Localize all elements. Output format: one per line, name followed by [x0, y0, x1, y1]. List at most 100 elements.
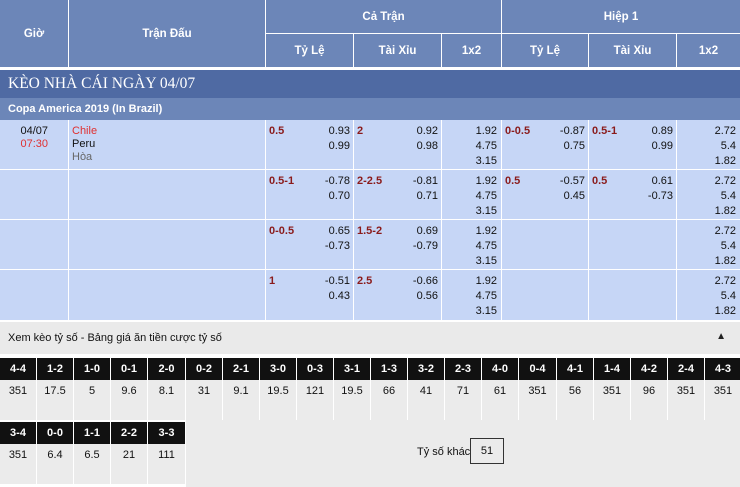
- ft-overunder-odds-home[interactable]: 0.69: [416, 225, 438, 237]
- match-time-cell: 04/07 07:30: [0, 120, 68, 169]
- ft-handicap-line: 1: [269, 275, 276, 287]
- score-odds[interactable]: 56: [557, 380, 593, 420]
- ft-1x2-home-odds[interactable]: 1.92: [475, 275, 497, 287]
- away-team[interactable]: Peru: [72, 138, 96, 150]
- score-odds[interactable]: 71: [445, 380, 481, 420]
- score-odds[interactable]: 111: [148, 444, 185, 484]
- score-odds[interactable]: 351: [0, 380, 36, 420]
- score-label: 4-3: [705, 358, 740, 380]
- h1-1x2-draw-odds[interactable]: 5.4: [720, 290, 736, 302]
- ft-1x2-home-odds[interactable]: 1.92: [475, 125, 497, 137]
- score-label: 1-3: [371, 358, 407, 380]
- score-odds[interactable]: 19.5: [260, 380, 296, 420]
- score-odds[interactable]: 21: [111, 444, 147, 484]
- ft-overunder-odds-home[interactable]: -0.66: [412, 275, 438, 287]
- score-odds[interactable]: 5: [74, 380, 110, 420]
- ft-overunder-odds-home[interactable]: -0.81: [412, 175, 438, 187]
- h1-handicap-odds-home[interactable]: -0.87: [559, 125, 585, 137]
- ft-1x2-draw-odds[interactable]: 4.75: [475, 240, 497, 252]
- score-odds[interactable]: 6.4: [37, 444, 73, 484]
- correct-score-bar[interactable]: Xem kèo tỷ số - Bảng giá ăn tiền cược tỷ…: [0, 322, 740, 354]
- h1-handicap-odds-away[interactable]: 0.45: [563, 190, 585, 202]
- ft-handicap-odds-away[interactable]: 0.70: [328, 190, 350, 202]
- ft-1x2-away-odds[interactable]: 3.15: [475, 305, 497, 317]
- score-odds[interactable]: 66: [371, 380, 407, 420]
- h1-1x2-away-odds[interactable]: 1.82: [714, 255, 736, 267]
- score-odds[interactable]: 121: [297, 380, 333, 420]
- ft-1x2-away-odds[interactable]: 3.15: [475, 155, 497, 167]
- score-odds[interactable]: 9.6: [111, 380, 147, 420]
- h1-1x2-home-odds[interactable]: 2.72: [714, 225, 736, 237]
- h1-handicap-odds-away[interactable]: 0.75: [563, 140, 585, 152]
- ft-overunder-cell: 2.5 -0.66 0.56: [354, 270, 441, 320]
- h1-1x2-draw-odds[interactable]: 5.4: [720, 240, 736, 252]
- score-odds[interactable]: 6.5: [74, 444, 110, 484]
- score-odds[interactable]: 351: [594, 380, 630, 420]
- score-odds[interactable]: 19.5: [334, 380, 370, 420]
- score-odds[interactable]: 41: [408, 380, 444, 420]
- score-odds[interactable]: 351: [519, 380, 556, 420]
- score-label: 3-4: [0, 422, 36, 444]
- ft-1x2-away-odds[interactable]: 3.15: [475, 205, 497, 217]
- ft-handicap-odds-home[interactable]: 0.93: [328, 125, 350, 137]
- h1-1x2-home-odds[interactable]: 2.72: [714, 175, 736, 187]
- h1-overunder-odds-away[interactable]: 0.99: [651, 140, 673, 152]
- ft-1x2-cell: 1.92 4.75 3.15: [442, 170, 501, 219]
- ft-handicap-cell: 0-0.5 0.65 -0.73: [266, 220, 353, 269]
- h1-overunder-odds-away[interactable]: -0.73: [647, 190, 673, 202]
- other-score-value[interactable]: 51: [470, 438, 504, 464]
- h1-1x2-away-odds[interactable]: 1.82: [714, 205, 736, 217]
- h1-1x2-away-odds[interactable]: 1.82: [714, 155, 736, 167]
- ft-handicap-line: 0-0.5: [269, 225, 295, 237]
- ft-overunder-odds-home[interactable]: 0.92: [416, 125, 438, 137]
- caret-up-icon[interactable]: ▲: [716, 331, 726, 342]
- empty-time-cell: [0, 270, 68, 320]
- score-label: 3-1: [334, 358, 370, 380]
- score-odds[interactable]: 351: [668, 380, 704, 420]
- h1-1x2-cell: 2.72 5.4 1.82: [677, 270, 740, 320]
- ft-overunder-odds-away[interactable]: 0.98: [416, 140, 438, 152]
- h1-overunder-odds-home[interactable]: 0.89: [651, 125, 673, 137]
- ft-handicap-odds-home[interactable]: -0.78: [324, 175, 350, 187]
- ft-handicap-odds-away[interactable]: 0.43: [328, 290, 350, 302]
- ft-handicap-odds-home[interactable]: -0.51: [324, 275, 350, 287]
- ft-handicap-odds-away[interactable]: 0.99: [328, 140, 350, 152]
- ft-1x2-draw-odds[interactable]: 4.75: [475, 290, 497, 302]
- ft-handicap-odds-home[interactable]: 0.65: [328, 225, 350, 237]
- ft-overunder-odds-away[interactable]: 0.56: [416, 290, 438, 302]
- ft-overunder-odds-away[interactable]: 0.71: [416, 190, 438, 202]
- score-odds[interactable]: 31: [186, 380, 222, 420]
- score-odds[interactable]: 17.5: [37, 380, 73, 420]
- h1-1x2-draw-odds[interactable]: 5.4: [720, 190, 736, 202]
- ft-1x2-draw-odds[interactable]: 4.75: [475, 140, 497, 152]
- h1-overunder-odds-home[interactable]: 0.61: [651, 175, 673, 187]
- ft-1x2-away-odds[interactable]: 3.15: [475, 255, 497, 267]
- score-odds[interactable]: 8.1: [148, 380, 185, 420]
- h1-overunder-line: 0.5-1: [592, 125, 618, 137]
- score-odds[interactable]: 351: [705, 380, 740, 420]
- score-label: 4-0: [482, 358, 518, 380]
- header-first-half: Hiệp 1: [502, 0, 740, 34]
- home-team[interactable]: Chile: [72, 125, 98, 137]
- ft-1x2-cell: 1.92 4.75 3.15: [442, 270, 501, 320]
- h1-overunder-cell: [589, 270, 676, 320]
- ft-1x2-home-odds[interactable]: 1.92: [475, 225, 497, 237]
- score-odds[interactable]: 351: [0, 444, 36, 484]
- h1-handicap-odds-home[interactable]: -0.57: [559, 175, 585, 187]
- ft-1x2-home-odds[interactable]: 1.92: [475, 175, 497, 187]
- empty-teams-cell: [69, 220, 265, 269]
- score-label: 3-3: [148, 422, 185, 444]
- ft-1x2-draw-odds[interactable]: 4.75: [475, 190, 497, 202]
- odds-grid: 04/07 07:30 Chile Peru Hòa 0.5 0.93 0.99 2 0…: [0, 120, 740, 320]
- score-label: 4-4: [0, 358, 36, 380]
- score-odds[interactable]: 61: [482, 380, 518, 420]
- ft-handicap-odds-away[interactable]: -0.73: [324, 240, 350, 252]
- league-name[interactable]: Copa America 2019 (In Brazil): [0, 98, 740, 120]
- score-odds[interactable]: 9.1: [223, 380, 259, 420]
- score-odds[interactable]: 96: [631, 380, 667, 420]
- ft-overunder-odds-away[interactable]: -0.79: [412, 240, 438, 252]
- h1-1x2-home-odds[interactable]: 2.72: [714, 125, 736, 137]
- h1-1x2-away-odds[interactable]: 1.82: [714, 305, 736, 317]
- h1-1x2-draw-odds[interactable]: 5.4: [720, 140, 736, 152]
- h1-1x2-home-odds[interactable]: 2.72: [714, 275, 736, 287]
